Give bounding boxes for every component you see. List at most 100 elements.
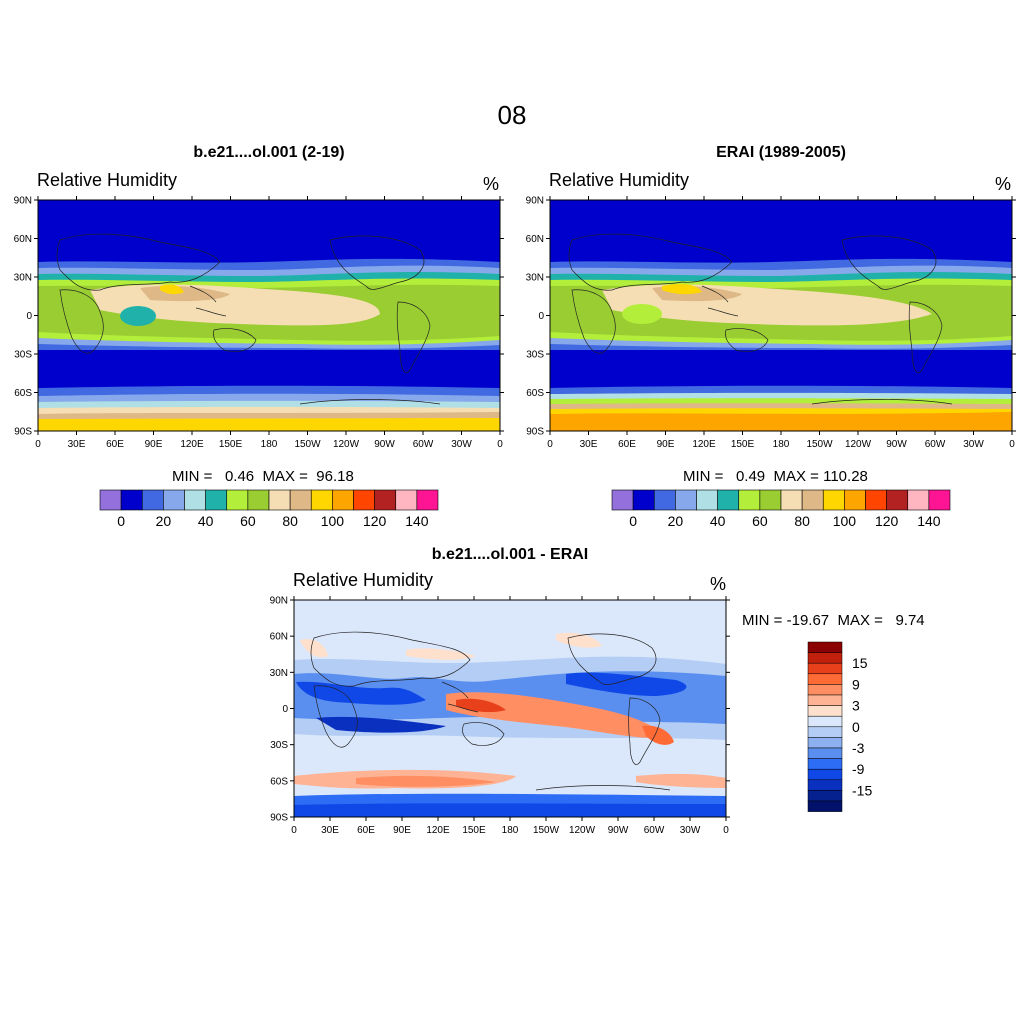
x-tick-label: 30E bbox=[68, 439, 86, 450]
colorbar-swatch bbox=[807, 705, 843, 717]
x-tick-label: 90E bbox=[657, 439, 675, 450]
colorbar-label: 80 bbox=[794, 513, 810, 529]
colorbar-swatch bbox=[886, 489, 909, 511]
y-tick-label: 30S bbox=[14, 350, 32, 361]
colorbar-swatch bbox=[310, 489, 333, 511]
colorbar-swatch bbox=[205, 489, 228, 511]
x-tick-label: 90W bbox=[374, 439, 395, 450]
colorbar-label: -9 bbox=[852, 761, 865, 777]
x-tick-label: 0 bbox=[1009, 439, 1015, 450]
x-tick-label: 0 bbox=[723, 825, 729, 836]
colorbar-swatch bbox=[807, 652, 843, 664]
y-tick-label: 90S bbox=[526, 427, 544, 438]
panel-3-title: b.e21....ol.001 - ERAI bbox=[431, 546, 589, 563]
x-tick-label: 30W bbox=[680, 825, 701, 836]
colorbar-swatch bbox=[807, 694, 843, 706]
x-tick-label: 0 bbox=[35, 439, 41, 450]
x-tick-label: 90W bbox=[608, 825, 629, 836]
panel-3-units: % bbox=[710, 574, 727, 594]
panel-1-min-label: MIN = bbox=[172, 468, 213, 485]
colorbar-swatch bbox=[184, 489, 206, 511]
panel-2-max-value: 110.28 bbox=[823, 468, 868, 485]
colorbar-swatch bbox=[759, 489, 782, 511]
colorbar-swatch bbox=[141, 489, 164, 511]
x-tick-label: 60W bbox=[644, 825, 665, 836]
x-tick-label: 60E bbox=[357, 825, 375, 836]
colorbar-label: 100 bbox=[833, 513, 857, 529]
colorbar-label: 140 bbox=[917, 513, 941, 529]
panel-1-minmax: MIN = 0.46 MAX = 96.18 bbox=[172, 468, 354, 485]
y-tick-label: 90S bbox=[270, 813, 288, 824]
colorbar-label: 3 bbox=[852, 698, 860, 714]
colorbar-swatch bbox=[332, 489, 354, 511]
x-tick-label: 30E bbox=[580, 439, 598, 450]
colorbar-swatch bbox=[844, 489, 866, 511]
x-tick-label: 120E bbox=[426, 825, 450, 836]
panel-3-min-label: MIN = bbox=[742, 612, 783, 629]
panel-2-variable: Relative Humidity bbox=[549, 170, 690, 190]
panel-3-minmax: MIN = -19.67 MAX = 9.74 bbox=[742, 612, 925, 629]
colorbar-swatch bbox=[807, 779, 843, 791]
x-tick-label: 120W bbox=[569, 825, 596, 836]
panel-2-max-label: MAX = bbox=[773, 468, 819, 485]
y-tick-label: 60S bbox=[526, 388, 544, 399]
panel-1-min-value: 0.46 bbox=[224, 468, 255, 485]
colorbar-swatch bbox=[99, 489, 122, 511]
panel-2-min-value: 0.49 bbox=[735, 468, 766, 485]
colorbar-label: 0 bbox=[629, 513, 637, 529]
page-title: 08 bbox=[497, 100, 527, 130]
panel-2-field bbox=[550, 200, 1012, 431]
x-tick-label: 90E bbox=[145, 439, 163, 450]
colorbar-label: 80 bbox=[282, 513, 298, 529]
colorbar-swatch bbox=[696, 489, 718, 511]
colorbar-swatch bbox=[395, 489, 418, 511]
panel-3-variable: Relative Humidity bbox=[293, 570, 434, 590]
panel-1-max-value: 96.18 bbox=[316, 468, 354, 485]
panel-1-max-label: MAX = bbox=[262, 468, 308, 485]
x-tick-label: 180 bbox=[502, 825, 519, 836]
x-tick-label: 150E bbox=[731, 439, 755, 450]
colorbar-swatch bbox=[780, 489, 803, 511]
colorbar-swatch bbox=[416, 489, 439, 511]
y-tick-label: 90N bbox=[270, 596, 288, 607]
x-tick-label: 150E bbox=[219, 439, 243, 450]
y-tick-label: 0 bbox=[282, 704, 288, 715]
y-tick-label: 90N bbox=[14, 196, 32, 207]
x-tick-label: 0 bbox=[291, 825, 297, 836]
colorbar-swatch bbox=[865, 489, 887, 511]
panel-2-units: % bbox=[995, 174, 1012, 194]
x-tick-label: 120E bbox=[180, 439, 204, 450]
colorbar-swatch bbox=[907, 489, 930, 511]
panel-3-max-value: 9.74 bbox=[895, 612, 925, 629]
colorbar-label: 60 bbox=[752, 513, 768, 529]
colorbar-swatch bbox=[822, 489, 845, 511]
panel-2-title: ERAI (1989-2005) bbox=[716, 144, 846, 161]
colorbar-label: 140 bbox=[405, 513, 429, 529]
panel-3-max-label: MAX = bbox=[837, 612, 883, 629]
colorbar-label: 120 bbox=[875, 513, 899, 529]
x-tick-label: 180 bbox=[773, 439, 790, 450]
colorbar-label: 0 bbox=[852, 719, 860, 735]
x-tick-label: 180 bbox=[261, 439, 278, 450]
y-tick-label: 30S bbox=[270, 740, 288, 751]
colorbar-swatch bbox=[353, 489, 375, 511]
colorbar-label: 60 bbox=[240, 513, 256, 529]
y-tick-label: 60S bbox=[14, 388, 32, 399]
colorbar-label: 100 bbox=[321, 513, 345, 529]
colorbar-label: 20 bbox=[156, 513, 172, 529]
panel-1-colorbar: 0 20 40 60 80 100 120 140 bbox=[99, 489, 439, 529]
panel-1-title: b.e21....ol.001 (2-19) bbox=[193, 144, 345, 161]
x-tick-label: 150W bbox=[294, 439, 321, 450]
colorbar-swatch bbox=[611, 489, 634, 511]
colorbar-label: -3 bbox=[852, 740, 865, 756]
colorbar-label: 9 bbox=[852, 676, 860, 692]
colorbar-swatch bbox=[807, 790, 843, 802]
panel-2-colorbar: 0 20 40 60 80 100 120 140 bbox=[611, 489, 951, 529]
y-tick-label: 30N bbox=[14, 273, 32, 284]
colorbar-swatch bbox=[374, 489, 397, 511]
